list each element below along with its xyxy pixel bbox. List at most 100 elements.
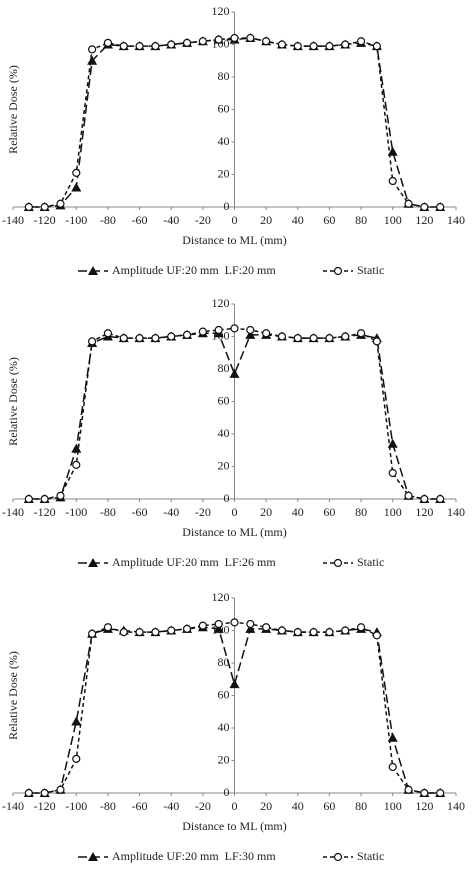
marker-circle bbox=[388, 468, 397, 478]
x-tick-label: -80 bbox=[100, 505, 116, 519]
marker-circle bbox=[167, 40, 176, 49]
x-tick-label: 0 bbox=[232, 213, 238, 227]
x-tick-label: 140 bbox=[447, 799, 465, 813]
marker-circle bbox=[88, 337, 97, 346]
marker-circle bbox=[214, 619, 223, 629]
y-tick-label: 120 bbox=[212, 4, 230, 18]
marker-triangle bbox=[71, 443, 82, 453]
marker-circle bbox=[293, 334, 302, 343]
x-tick-label: 80 bbox=[355, 213, 367, 227]
marker-circle bbox=[103, 38, 113, 47]
y-axis-title: Relative Dose (%) bbox=[6, 65, 20, 154]
marker-triangle bbox=[387, 438, 398, 448]
x-tick-label: -60 bbox=[132, 799, 148, 813]
x-tick-label: -60 bbox=[132, 213, 148, 227]
marker-circle bbox=[198, 621, 207, 630]
x-tick-label: 60 bbox=[323, 799, 335, 813]
marker-circle bbox=[40, 202, 49, 212]
y-axis-title: Relative Dose (%) bbox=[6, 651, 20, 740]
marker-circle bbox=[388, 762, 397, 772]
x-tick-label: 40 bbox=[292, 213, 304, 227]
chart-panel: 0 20 40 60 80 100 120 -140 -120 -100 -80 -60 -40 -20 0… bbox=[2, 4, 465, 277]
marker-circle bbox=[103, 329, 113, 338]
marker-circle bbox=[56, 785, 65, 794]
marker-circle bbox=[24, 788, 33, 798]
y-tick-label: 80 bbox=[218, 655, 230, 669]
marker-circle bbox=[40, 494, 49, 504]
marker-circle bbox=[56, 491, 65, 500]
marker-triangle bbox=[245, 329, 256, 339]
marker-circle bbox=[277, 40, 287, 49]
marker-circle bbox=[420, 494, 429, 504]
y-tick-label: 20 bbox=[218, 166, 230, 180]
x-tick-label: 120 bbox=[415, 213, 433, 227]
marker-circle bbox=[182, 330, 192, 339]
marker-circle bbox=[88, 629, 97, 638]
marker-circle bbox=[135, 628, 144, 637]
y-tick-label: 40 bbox=[218, 134, 230, 148]
x-axis-title: Distance to ML (mm) bbox=[182, 233, 287, 247]
marker-circle bbox=[262, 329, 271, 338]
legend-label: Amplitude UF:20 mm LF:30 mm bbox=[112, 849, 276, 863]
marker-circle bbox=[151, 42, 160, 51]
marker-circle bbox=[103, 623, 113, 632]
marker-circle bbox=[24, 202, 33, 212]
marker-circle bbox=[293, 628, 302, 637]
marker-circle bbox=[404, 199, 413, 208]
marker-circle bbox=[182, 38, 192, 47]
x-tick-label: 100 bbox=[384, 505, 402, 519]
y-tick-label: 40 bbox=[218, 720, 230, 734]
legend-label: Static bbox=[357, 263, 384, 277]
y-axis-title: Relative Dose (%) bbox=[6, 357, 20, 446]
legend-marker bbox=[333, 852, 343, 862]
x-tick-label: 80 bbox=[355, 505, 367, 519]
x-tick-label: -40 bbox=[163, 505, 179, 519]
chart-panel: 0 20 40 60 80 100 120 -140 -120 -100 -80 -60 -40 -20 0… bbox=[2, 590, 465, 863]
x-tick-label: -20 bbox=[195, 799, 211, 813]
legend-marker bbox=[88, 266, 98, 275]
y-tick-label: 0 bbox=[224, 785, 230, 799]
x-tick-label: -120 bbox=[34, 505, 56, 519]
y-tick-label: 20 bbox=[218, 752, 230, 766]
marker-circle bbox=[341, 626, 350, 635]
marker-circle bbox=[293, 42, 302, 51]
marker-circle bbox=[404, 785, 413, 794]
marker-circle bbox=[277, 332, 287, 341]
marker-circle bbox=[356, 329, 366, 338]
y-tick-label: 20 bbox=[218, 458, 230, 472]
y-tick-label: 40 bbox=[218, 426, 230, 440]
marker-circle bbox=[372, 337, 381, 346]
legend-marker bbox=[88, 558, 98, 567]
marker-circle bbox=[135, 42, 144, 51]
x-tick-label: 100 bbox=[384, 799, 402, 813]
marker-circle bbox=[198, 327, 207, 336]
marker-circle bbox=[214, 35, 223, 44]
x-tick-label: -120 bbox=[34, 799, 56, 813]
x-tick-label: -40 bbox=[163, 799, 179, 813]
x-tick-label: -40 bbox=[163, 213, 179, 227]
marker-circle bbox=[72, 460, 81, 469]
x-tick-label: 0 bbox=[232, 505, 238, 519]
legend-label: Static bbox=[357, 849, 384, 863]
marker-circle bbox=[436, 494, 445, 504]
x-tick-label: 40 bbox=[292, 505, 304, 519]
x-tick-label: 20 bbox=[260, 213, 272, 227]
marker-circle bbox=[277, 626, 287, 635]
x-tick-label: -100 bbox=[65, 505, 87, 519]
marker-circle bbox=[262, 37, 271, 46]
marker-circle bbox=[325, 42, 334, 51]
y-tick-label: 60 bbox=[218, 393, 230, 407]
y-tick-label: 0 bbox=[224, 491, 230, 505]
y-tick-label: 80 bbox=[218, 361, 230, 375]
marker-circle bbox=[230, 324, 239, 333]
marker-circle bbox=[40, 788, 49, 798]
marker-triangle bbox=[245, 623, 256, 633]
legend-label: Static bbox=[357, 555, 384, 569]
marker-circle bbox=[214, 325, 223, 335]
series-line bbox=[28, 37, 441, 208]
marker-triangle bbox=[387, 732, 398, 742]
marker-circle bbox=[72, 168, 81, 177]
marker-circle bbox=[325, 628, 334, 637]
x-tick-label: -20 bbox=[195, 213, 211, 227]
